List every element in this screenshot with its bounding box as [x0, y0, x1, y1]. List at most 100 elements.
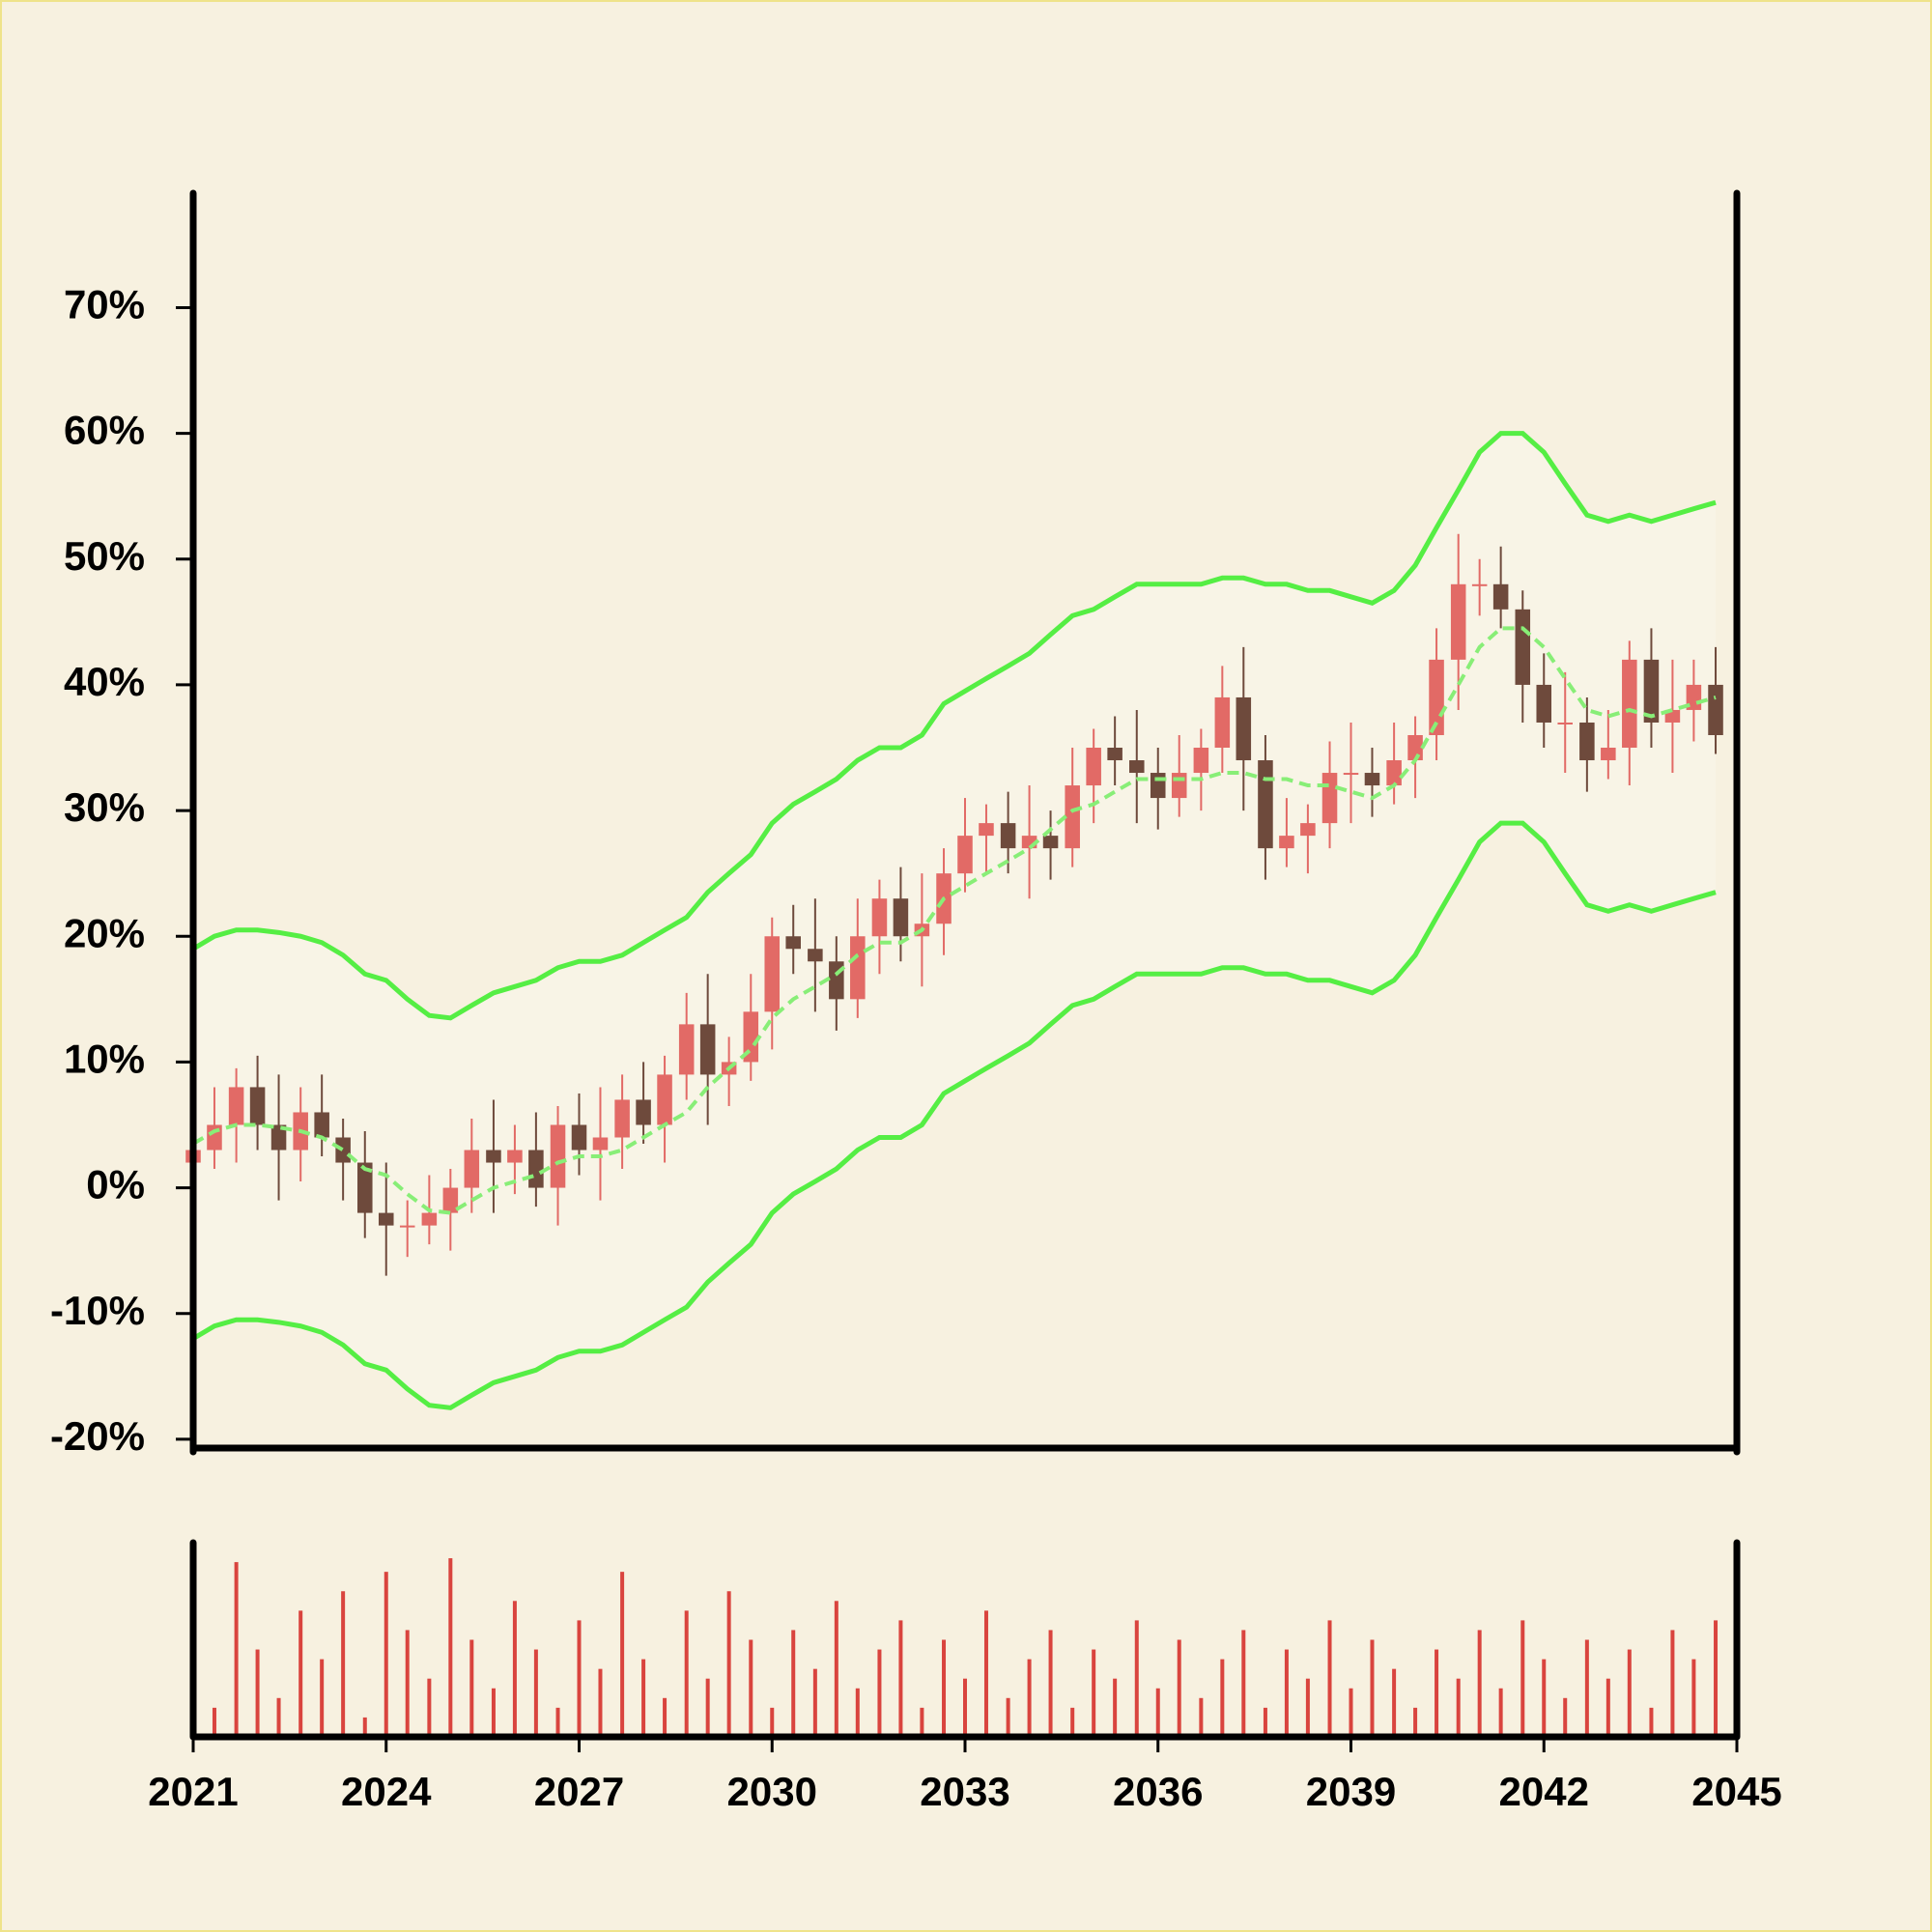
x-tick-label: 2021	[148, 1769, 238, 1814]
candle-body	[1193, 748, 1209, 774]
candle-body	[785, 936, 801, 950]
volume-bar	[212, 1707, 216, 1737]
candle-body	[808, 949, 823, 962]
candle-body	[850, 936, 866, 1000]
candle-body	[1708, 684, 1723, 735]
candle-body	[335, 1137, 351, 1163]
volume-bar	[812, 1668, 817, 1737]
volume-bar	[234, 1562, 239, 1737]
candle-body	[486, 1150, 501, 1163]
volume-bar	[1070, 1707, 1075, 1737]
candle-body	[550, 1124, 566, 1188]
volume-bar	[1691, 1659, 1696, 1737]
y-tick-label: 50%	[64, 533, 145, 579]
candle-body	[1386, 760, 1402, 786]
candle-body	[871, 898, 888, 937]
candle-body	[1364, 773, 1380, 786]
volume-bar	[276, 1697, 281, 1737]
candle-body	[464, 1150, 480, 1188]
y-tick-label: 0%	[86, 1162, 145, 1208]
volume-bar	[427, 1678, 432, 1737]
band-fill	[193, 433, 1717, 1408]
volume-bar	[298, 1610, 303, 1737]
candle-body	[1065, 785, 1080, 849]
candle-body	[228, 1087, 244, 1125]
volume-bar	[320, 1659, 325, 1737]
candle-body	[1300, 823, 1316, 837]
volume-bar	[770, 1707, 775, 1737]
volume-bar	[533, 1649, 538, 1737]
band-lower	[191, 820, 1717, 1410]
candle-body	[1258, 760, 1273, 849]
volume-bar	[1435, 1649, 1439, 1737]
volume-bar	[362, 1717, 367, 1737]
volume-bar	[1413, 1707, 1418, 1737]
volume-bar	[1392, 1668, 1397, 1737]
band-upper	[191, 431, 1717, 1021]
candle-body	[764, 936, 781, 1012]
volume-bar	[726, 1591, 731, 1737]
candle-body	[1343, 773, 1359, 776]
volume-bar	[469, 1639, 474, 1737]
volume-bar	[1370, 1639, 1375, 1737]
candle-body	[1407, 734, 1423, 761]
volume-bar	[491, 1688, 496, 1737]
volume-bar	[1284, 1649, 1289, 1737]
x-tick-label: 2033	[920, 1769, 1009, 1814]
volume-bar	[791, 1630, 796, 1737]
volume-bar	[1477, 1630, 1482, 1737]
x-tick-label: 2024	[341, 1769, 432, 1814]
candle-body	[1171, 773, 1187, 799]
volume-bar	[384, 1572, 388, 1737]
candle-body	[1129, 760, 1145, 774]
volume-bar	[1670, 1630, 1675, 1737]
candle-body	[592, 1137, 609, 1151]
volume-bar	[512, 1601, 517, 1737]
volume-bar	[663, 1697, 668, 1737]
candle-body	[636, 1099, 651, 1125]
candle-body	[507, 1150, 523, 1163]
candle-body	[657, 1074, 672, 1125]
y-tick-label: 40%	[64, 659, 145, 704]
candle-body	[1236, 696, 1252, 761]
candle-body	[314, 1112, 329, 1138]
volume-bar	[1498, 1688, 1503, 1737]
candle-body	[399, 1225, 415, 1228]
candle-body	[743, 1011, 759, 1063]
x-tick-label: 2030	[727, 1769, 817, 1814]
volume-bar	[1563, 1697, 1568, 1737]
volume-bar	[1134, 1620, 1139, 1737]
volume-bar	[705, 1678, 710, 1737]
volume-bar	[684, 1610, 689, 1737]
y-tick-label: 30%	[64, 784, 145, 830]
volume-bar	[1627, 1649, 1632, 1737]
y-tick-label: 70%	[64, 282, 145, 327]
y-tick-label: -10%	[50, 1288, 145, 1333]
candle-body	[893, 898, 909, 937]
candle-body	[979, 823, 994, 837]
x-tick-label: 2042	[1499, 1769, 1589, 1814]
candle-body	[1557, 722, 1573, 724]
volume-bar	[855, 1688, 860, 1737]
candle-body	[1601, 748, 1616, 761]
volume-bar	[598, 1668, 603, 1737]
volume-bar	[1199, 1697, 1204, 1737]
candle-body	[957, 836, 973, 874]
candle-body	[1622, 659, 1637, 749]
volume-bar	[1305, 1678, 1310, 1737]
candle-body	[1150, 773, 1166, 799]
volume-bar	[1520, 1620, 1525, 1737]
volume-bar	[641, 1659, 646, 1737]
volume-bar	[555, 1707, 560, 1737]
volume-bar	[1327, 1620, 1332, 1737]
y-tick-label: -20%	[50, 1413, 145, 1459]
volume-bar	[448, 1558, 453, 1737]
volume-bar	[1649, 1707, 1654, 1737]
volume-bar	[1113, 1678, 1118, 1737]
volume-bar	[255, 1649, 260, 1737]
candle-body	[1492, 583, 1509, 610]
candle-body	[1450, 583, 1466, 660]
candle-body	[1664, 709, 1681, 723]
volume-bar	[1155, 1688, 1160, 1737]
volume-bar	[942, 1639, 947, 1737]
